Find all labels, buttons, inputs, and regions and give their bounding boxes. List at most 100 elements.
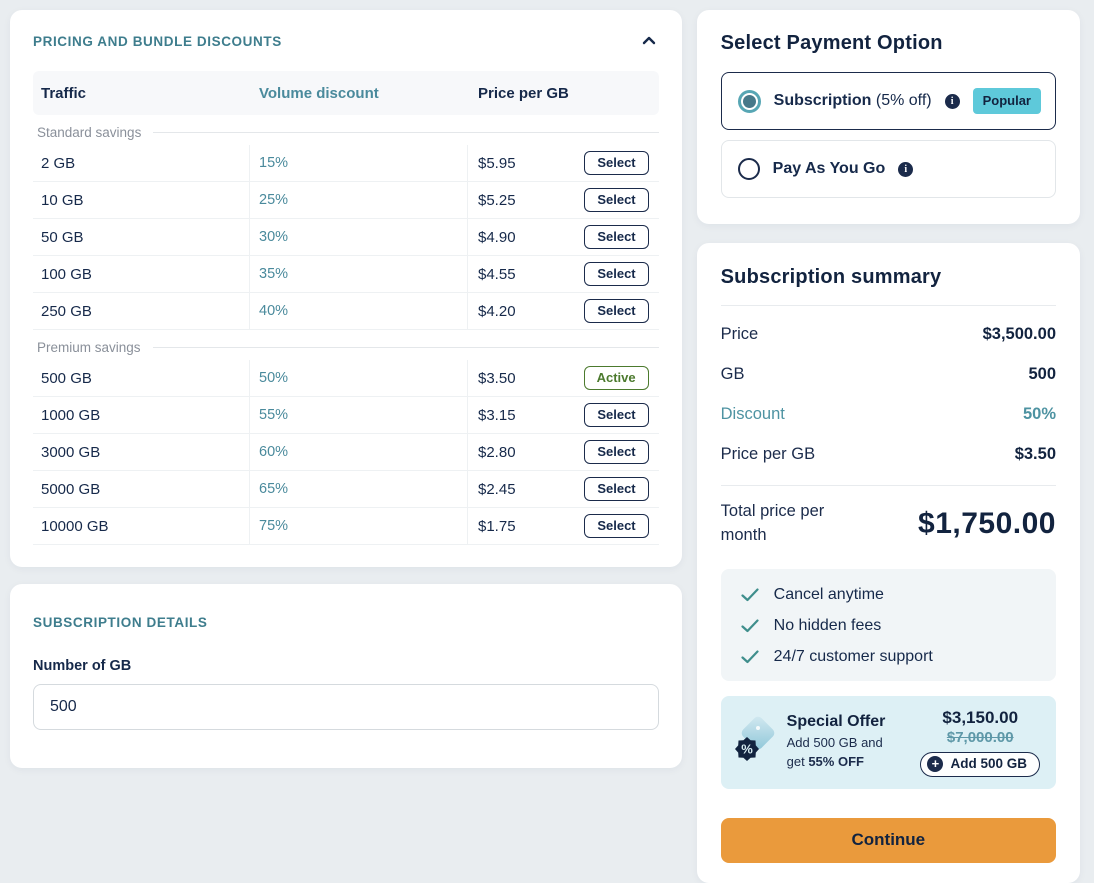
check-icon <box>741 650 759 664</box>
price-value: $3.50 <box>478 369 516 387</box>
summary-row: Price per GB $3.50 <box>721 445 1056 464</box>
table-row: 3000 GB 60% $2.80 Select <box>33 434 659 471</box>
summary-row-value: 500 <box>1028 365 1056 383</box>
summary-row: Discount 50% <box>721 405 1056 424</box>
summary-row-label: Price per GB <box>720 445 816 463</box>
summary-divider-top <box>720 305 1056 306</box>
discount-tag-icon: % <box>729 715 781 770</box>
chevron-up-icon <box>641 34 657 49</box>
select-button[interactable]: Select <box>584 224 649 250</box>
traffic-cell: 5000 GB <box>33 471 250 507</box>
payment-option-label: Pay As You Go <box>773 160 886 178</box>
summary-row: GB 500 <box>721 365 1056 384</box>
popular-badge: Popular <box>972 88 1041 114</box>
table-row: 10 GB 25% $5.25 Select <box>33 182 659 219</box>
discount-cell: 55% <box>250 397 468 433</box>
select-button[interactable]: Select <box>584 513 649 539</box>
section-divider-line <box>153 132 659 133</box>
offer-text: Special Offer Add 500 GB and get 55% OFF <box>787 713 915 772</box>
select-button[interactable]: Select <box>584 439 649 465</box>
price-cell: $5.25 Select <box>468 182 659 218</box>
discount-cell: 50% <box>250 360 468 396</box>
discount-cell: 35% <box>250 256 468 292</box>
offer-subtitle-bold: 55% OFF <box>808 753 864 769</box>
price-cell: $2.45 Select <box>468 471 659 507</box>
traffic-cell: 500 GB <box>33 360 250 396</box>
price-value: $2.45 <box>478 480 516 498</box>
price-cell: $4.90 Select <box>468 219 659 255</box>
select-button[interactable]: Select <box>584 402 649 428</box>
payment-options-list: Subscription (5% off) i Popular Pay As You … <box>720 72 1056 198</box>
discount-cell: 25% <box>250 182 468 218</box>
payment-option-subscription[interactable]: Subscription (5% off) i Popular <box>720 72 1056 130</box>
select-button[interactable]: Select <box>584 476 649 502</box>
select-button[interactable]: Select <box>584 187 649 213</box>
price-cell: $1.75 Select <box>468 508 659 544</box>
payment-option-card: Select Payment Option Subscription (5% o… <box>696 10 1080 224</box>
traffic-cell: 10000 GB <box>33 508 250 544</box>
price-value: $4.55 <box>478 265 516 283</box>
check-icon <box>741 619 759 633</box>
pricing-section-label: Premium savings <box>33 340 659 355</box>
offer-subtitle: Add 500 GB and get 55% OFF <box>787 734 915 772</box>
summary-row-label: GB <box>720 365 745 383</box>
section-divider-line <box>152 347 659 348</box>
price-cell: $4.20 Select <box>468 293 659 329</box>
radio-subscription[interactable] <box>737 89 761 113</box>
column-header-volume-discount: Volume discount <box>259 84 379 102</box>
svg-text:%: % <box>741 741 753 756</box>
price-cell: $2.80 Select <box>468 434 659 470</box>
offer-old-price: $7,000.00 <box>946 728 1014 746</box>
price-value: $5.95 <box>478 154 516 172</box>
price-value: $2.80 <box>478 443 516 461</box>
radio-dot <box>742 94 756 108</box>
table-row: 1000 GB 55% $3.15 Select <box>33 397 659 434</box>
number-of-gb-input[interactable] <box>33 684 659 730</box>
add-500-gb-button[interactable]: + Add 500 GB <box>920 751 1040 777</box>
continue-button[interactable]: Continue <box>720 817 1056 863</box>
traffic-cell: 3000 GB <box>33 434 250 470</box>
info-icon[interactable]: i <box>898 161 914 177</box>
summary-row: Price $3,500.00 <box>721 325 1056 344</box>
table-row: 500 GB 50% $3.50 Active <box>33 360 659 397</box>
benefit-text: 24/7 customer support <box>773 647 933 665</box>
offer-title: Special Offer <box>786 713 886 730</box>
traffic-cell: 10 GB <box>33 182 250 218</box>
select-button[interactable]: Select <box>584 298 649 324</box>
discount-cell: 60% <box>250 434 468 470</box>
collapse-button[interactable] <box>639 32 659 51</box>
table-row: 50 GB 30% $4.90 Select <box>33 219 659 256</box>
total-value: $1,750.00 <box>918 506 1056 540</box>
summary-row-value: $3.50 <box>1014 445 1056 463</box>
pricing-section-label: Standard savings <box>33 125 659 140</box>
benefit-item: Cancel anytime <box>741 586 1036 604</box>
radio-pay-as-you-go[interactable] <box>737 158 760 180</box>
traffic-cell: 250 GB <box>33 293 250 329</box>
plus-icon: + <box>927 755 944 772</box>
table-row: 100 GB 35% $4.55 Select <box>33 256 659 293</box>
discount-cell: 40% <box>250 293 468 329</box>
select-button[interactable]: Select <box>584 150 649 176</box>
active-button[interactable]: Active <box>583 365 649 391</box>
total-label: Total price per month <box>720 502 825 544</box>
payment-option-suffix: (5% off) <box>871 92 932 109</box>
table-row: 10000 GB 75% $1.75 Select <box>33 508 659 545</box>
traffic-cell: 100 GB <box>33 256 250 292</box>
column-header-price-per-gb: Price per GB <box>478 84 569 102</box>
summary-row-label: Price <box>720 325 759 343</box>
price-cell: $3.15 Select <box>468 397 659 433</box>
payment-option-pay-as-you-go[interactable]: Pay As You Go i <box>720 140 1056 198</box>
discount-cell: 30% <box>250 219 468 255</box>
table-row: 5000 GB 65% $2.45 Select <box>33 471 659 508</box>
summary-row-value: $3,500.00 <box>982 325 1056 343</box>
discount-cell: 65% <box>250 471 468 507</box>
pricing-card-title: PRICING AND BUNDLE DISCOUNTS <box>33 34 282 49</box>
select-button[interactable]: Select <box>584 261 649 287</box>
offer-pricing: $3,150.00 $7,000.00 + Add 500 GB <box>920 708 1042 777</box>
total-block: Total price per month $1,750.00 <box>721 486 1056 552</box>
info-icon[interactable]: i <box>944 93 960 109</box>
summary-row-value: 50% <box>1022 405 1056 423</box>
price-cell: $5.95 Select <box>468 145 659 181</box>
number-of-gb-label: Number of GB <box>33 658 132 674</box>
